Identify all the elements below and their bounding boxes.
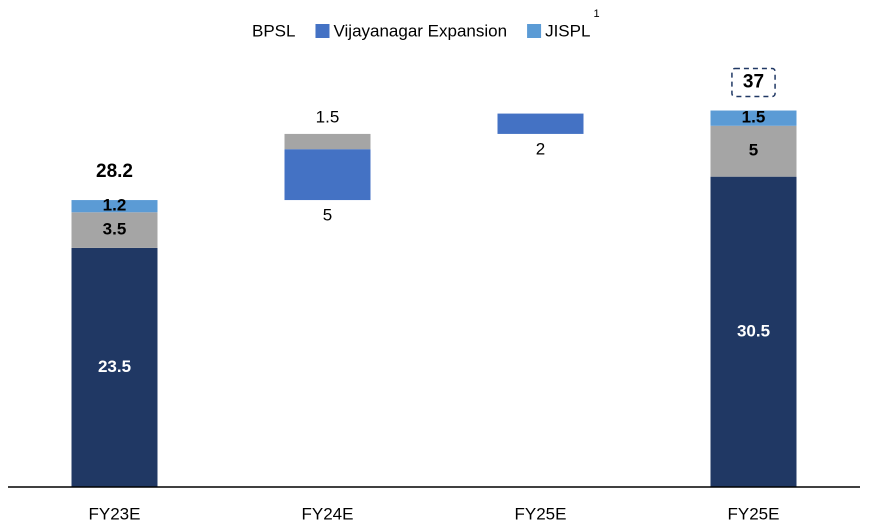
bar-segment: [284, 149, 371, 201]
x-tick-label: FY25E: [728, 504, 780, 523]
data-label: 1.5: [316, 107, 340, 126]
bar-segment: [710, 110, 797, 126]
bar-segment: [71, 247, 158, 487]
x-tick-label: FY24E: [302, 504, 354, 523]
x-tick-label: FY23E: [89, 504, 141, 523]
data-label: 30.5: [737, 321, 770, 340]
bar-segment: [497, 113, 584, 134]
data-label: 1.5: [742, 108, 766, 127]
bar-segment: [284, 133, 371, 150]
total-label: 28.2: [96, 161, 133, 182]
legend-swatch: [315, 24, 330, 38]
legend-label: Vijayanagar Expansion: [333, 21, 507, 40]
bar-segment: [710, 176, 797, 487]
data-label: 5: [749, 141, 758, 160]
data-label: 1.2: [103, 196, 127, 215]
data-label: 23.5: [98, 357, 131, 376]
total-box: [731, 67, 776, 98]
x-tick-label: FY25E: [515, 504, 567, 523]
legend-superscript: 1: [593, 8, 599, 20]
bar-segment: [71, 212, 158, 248]
bar-segment: [71, 200, 158, 213]
bar-segment: [710, 125, 797, 177]
data-label: 5: [323, 206, 332, 225]
legend-swatch: [527, 24, 542, 38]
legend-label: JISPL: [545, 21, 590, 40]
legend-label: BPSL: [252, 21, 295, 40]
data-label: 3.5: [103, 220, 127, 239]
total-label: 37: [743, 72, 764, 93]
data-label: 2: [536, 139, 545, 158]
